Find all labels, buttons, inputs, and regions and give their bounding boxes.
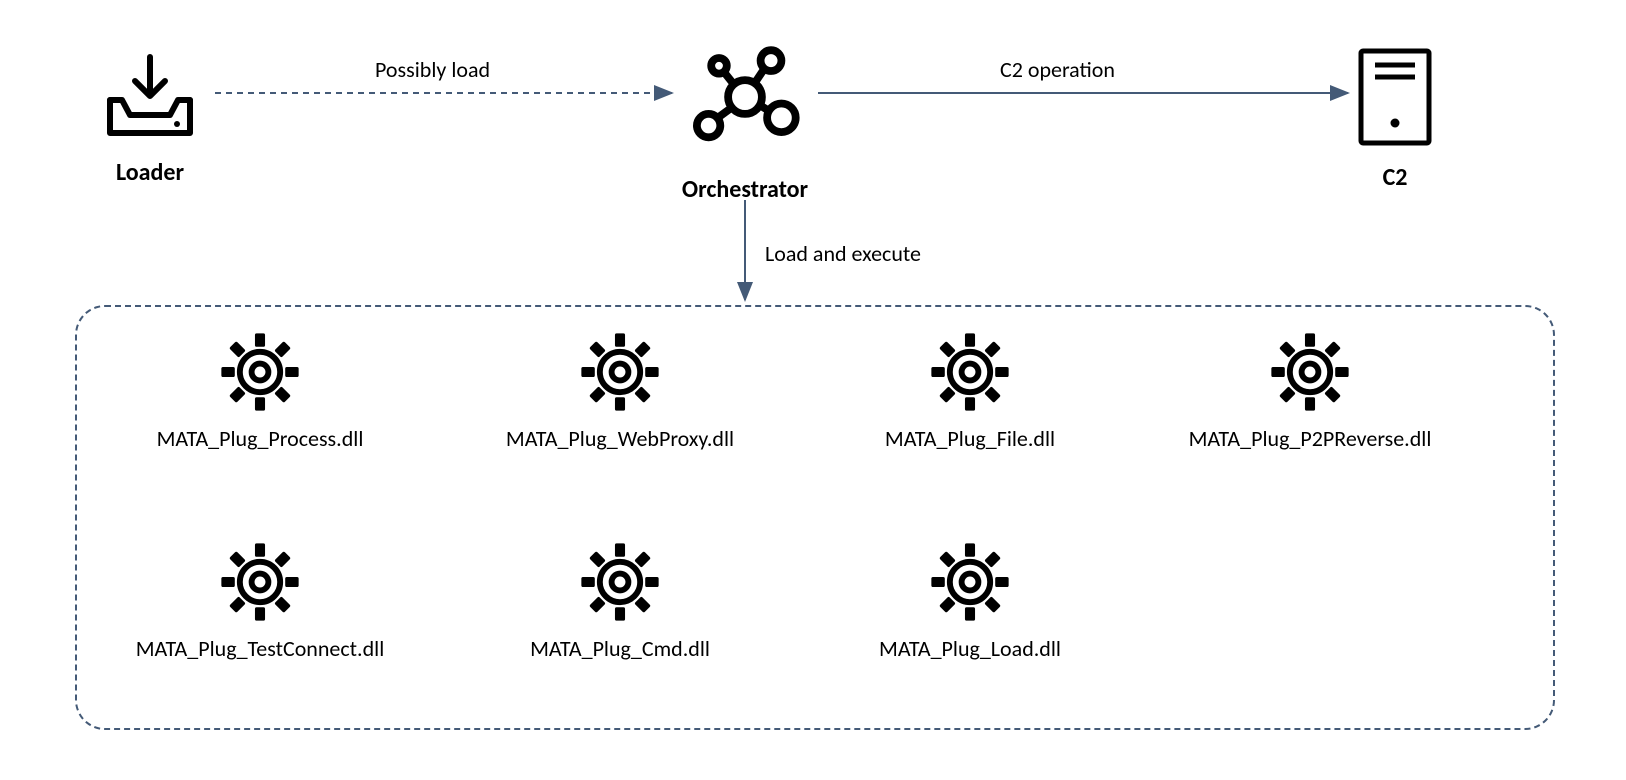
plugin-load: MATA_Plug_Load.dll (820, 540, 1120, 662)
gear-icon (218, 330, 302, 414)
gear-icon (218, 540, 302, 624)
plugin-label: MATA_Plug_File.dll (820, 425, 1120, 452)
gear-icon (578, 540, 662, 624)
gear-icon (928, 540, 1012, 624)
plugin-file: MATA_Plug_File.dll (820, 330, 1120, 452)
gear-icon (928, 330, 1012, 414)
gear-icon (578, 330, 662, 414)
plugin-label: MATA_Plug_WebProxy.dll (470, 425, 770, 452)
gear-icon (1268, 330, 1352, 414)
plugin-cmd: MATA_Plug_Cmd.dll (470, 540, 770, 662)
plugin-label: MATA_Plug_Load.dll (820, 635, 1120, 662)
plugin-p2preverse: MATA_Plug_P2PReverse.dll (1160, 330, 1460, 452)
plugin-testconnect: MATA_Plug_TestConnect.dll (110, 540, 410, 662)
plugin-label: MATA_Plug_P2PReverse.dll (1160, 425, 1460, 452)
plugin-label: MATA_Plug_Process.dll (110, 425, 410, 452)
plugin-process: MATA_Plug_Process.dll (110, 330, 410, 452)
plugin-label: MATA_Plug_TestConnect.dll (110, 635, 410, 662)
edge-label-load-execute: Load and execute (765, 240, 921, 267)
plugin-label: MATA_Plug_Cmd.dll (470, 635, 770, 662)
plugin-webproxy: MATA_Plug_WebProxy.dll (470, 330, 770, 452)
